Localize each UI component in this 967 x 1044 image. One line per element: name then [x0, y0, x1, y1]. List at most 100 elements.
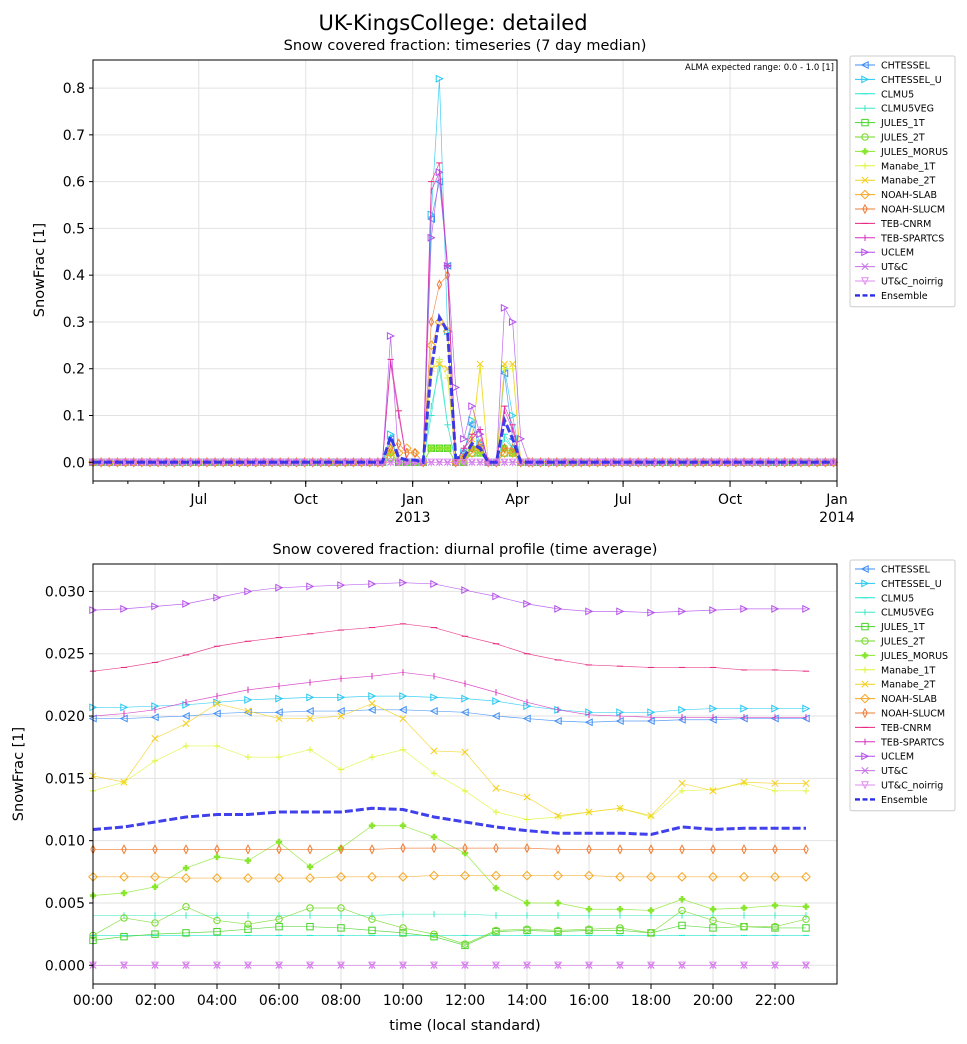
xtick-label: Apr [505, 492, 529, 508]
data-point-noah-slucm [276, 844, 282, 855]
data-point-uclem [740, 604, 749, 613]
data-point-manabe-1t [678, 787, 686, 795]
legend-marker-manabe-2t [861, 680, 869, 688]
data-point-manabe-1t [151, 757, 159, 765]
data-point-chtessel-u [492, 697, 501, 706]
series-teb-cnrm [89, 623, 810, 672]
legend-box [849, 559, 956, 812]
legend-label-chtessel-u: CHTESSEL_U [881, 579, 942, 590]
data-point-chtessel-u [476, 439, 485, 448]
data-point-utandc-noirrig [336, 961, 346, 970]
data-point-utandc-noirrig [801, 961, 811, 970]
data-point-jules-morus [182, 864, 190, 872]
data-point-utandc-noirrig [427, 458, 436, 467]
data-point-noah-slab [491, 870, 501, 881]
series-line-jules-morus [92, 825, 807, 911]
data-point-manabe-2t [476, 360, 484, 368]
series-line-noah-slucm [93, 847, 806, 850]
data-point-manabe-2t [368, 700, 376, 708]
data-point-utandc-noirrig [476, 458, 485, 467]
legend-label-ensemble: Ensemble [881, 795, 928, 806]
data-point-uclem [399, 578, 408, 587]
data-point-chtessel-u [120, 703, 129, 712]
legend-label-clmu5: CLMU5 [881, 89, 914, 100]
series-manabe-1t [89, 742, 810, 823]
data-point-uclem [517, 434, 526, 443]
data-point-noah-slucm [369, 844, 375, 855]
data-point-manabe-2t [585, 808, 593, 816]
ytick-label: 0.2 [63, 362, 85, 378]
legend-label-uclem: UCLEM [881, 752, 914, 763]
legend-label-clmu5veg: CLMU5VEG [881, 608, 934, 619]
data-point-uclem [508, 317, 517, 326]
data-point-manabe-2t [306, 714, 314, 723]
legend-marker-manabe-2t [861, 176, 869, 184]
data-point-jules-morus [554, 899, 562, 907]
data-point-uclem [461, 586, 470, 595]
data-point-jules-morus [709, 906, 717, 913]
data-point-manabe-1t [492, 808, 500, 816]
data-point-noah-slab [677, 871, 687, 882]
data-point-jules-1t [182, 929, 190, 937]
data-point-noah-slucm [436, 279, 443, 290]
data-point-chtessel [119, 714, 128, 723]
data-point-uclem [213, 593, 222, 602]
data-point-manabe-1t [740, 780, 748, 787]
legend-label-noah-slab: NOAH-SLAB [881, 694, 937, 705]
data-point-utandc-noirrig [467, 458, 476, 467]
data-point-manabe-1t [647, 813, 655, 821]
data-point-manabe-1t [802, 787, 810, 795]
xtick-label: 04:00 [197, 993, 237, 1009]
diurnal-xlabel: time (local standard) [389, 1018, 540, 1034]
data-point-chtessel [460, 708, 469, 717]
data-point-chtessel [491, 712, 500, 721]
legend-label-teb-cnrm: TEB-CNRM [880, 723, 931, 734]
data-point-noah-slab [398, 871, 408, 882]
data-point-jules-morus [244, 857, 252, 864]
xtick-year-label: 2013 [395, 510, 431, 526]
data-point-jules-2t [616, 924, 624, 932]
data-point-utandc-noirrig [553, 961, 563, 970]
diurnal-axis-ticks: 0.000 0.005 0.010 0.015 0.020 0.025 0.030 00:00… [45, 584, 795, 1009]
timeseries-frame [92, 59, 838, 482]
legend-label-teb-spartcs: TEB-SPARTCS [880, 233, 944, 244]
data-point-noah-slucm [183, 844, 189, 855]
data-point-manabe-2t [647, 812, 655, 820]
data-point-manabe-2t [500, 360, 509, 368]
data-point-jules-2t [275, 915, 283, 923]
data-point-jules-morus [430, 833, 438, 841]
legend-marker-utandc [861, 263, 869, 271]
series-line-uclem [93, 172, 834, 463]
data-point-utandc-noirrig [243, 961, 253, 970]
data-point-chtessel [336, 707, 345, 716]
data-point-manabe-2t [213, 700, 221, 708]
data-point-uclem [585, 607, 594, 616]
xtick-label: Jan [401, 492, 424, 508]
data-point-noah-slucm [679, 844, 685, 855]
legend-label-ensemble: Ensemble [881, 291, 928, 302]
data-point-utandc-noirrig [708, 961, 718, 970]
data-point-jules-2t [244, 920, 252, 928]
xtick-label: 02:00 [135, 993, 175, 1009]
data-point-chtessel-u [244, 695, 253, 704]
data-point-chtessel [150, 713, 159, 722]
series-line-teb-spartcs [93, 172, 834, 464]
data-point-jules-2t [151, 919, 159, 927]
data-point-utandc-noirrig [829, 458, 838, 467]
xtick-label: 08:00 [321, 993, 361, 1009]
data-point-noah-slab [646, 871, 656, 882]
data-point-jules-morus [523, 899, 531, 907]
data-point-noah-slab [426, 340, 437, 351]
legend-label-jules-2t: JULES_2T [880, 637, 925, 648]
data-point-noah-slab [305, 873, 315, 883]
data-point-noah-slab [708, 871, 718, 882]
data-point-jules-morus [678, 896, 686, 903]
legend-label-manabe-1t: Manabe_1T [881, 665, 936, 676]
data-point-manabe-1t [771, 787, 779, 795]
legend-marker-uclem [861, 248, 870, 257]
xtick-label: 12:00 [445, 993, 485, 1009]
data-point-jules-2t [771, 922, 779, 931]
data-point-jules-morus [275, 838, 283, 846]
data-point-jules-2t [678, 906, 686, 915]
